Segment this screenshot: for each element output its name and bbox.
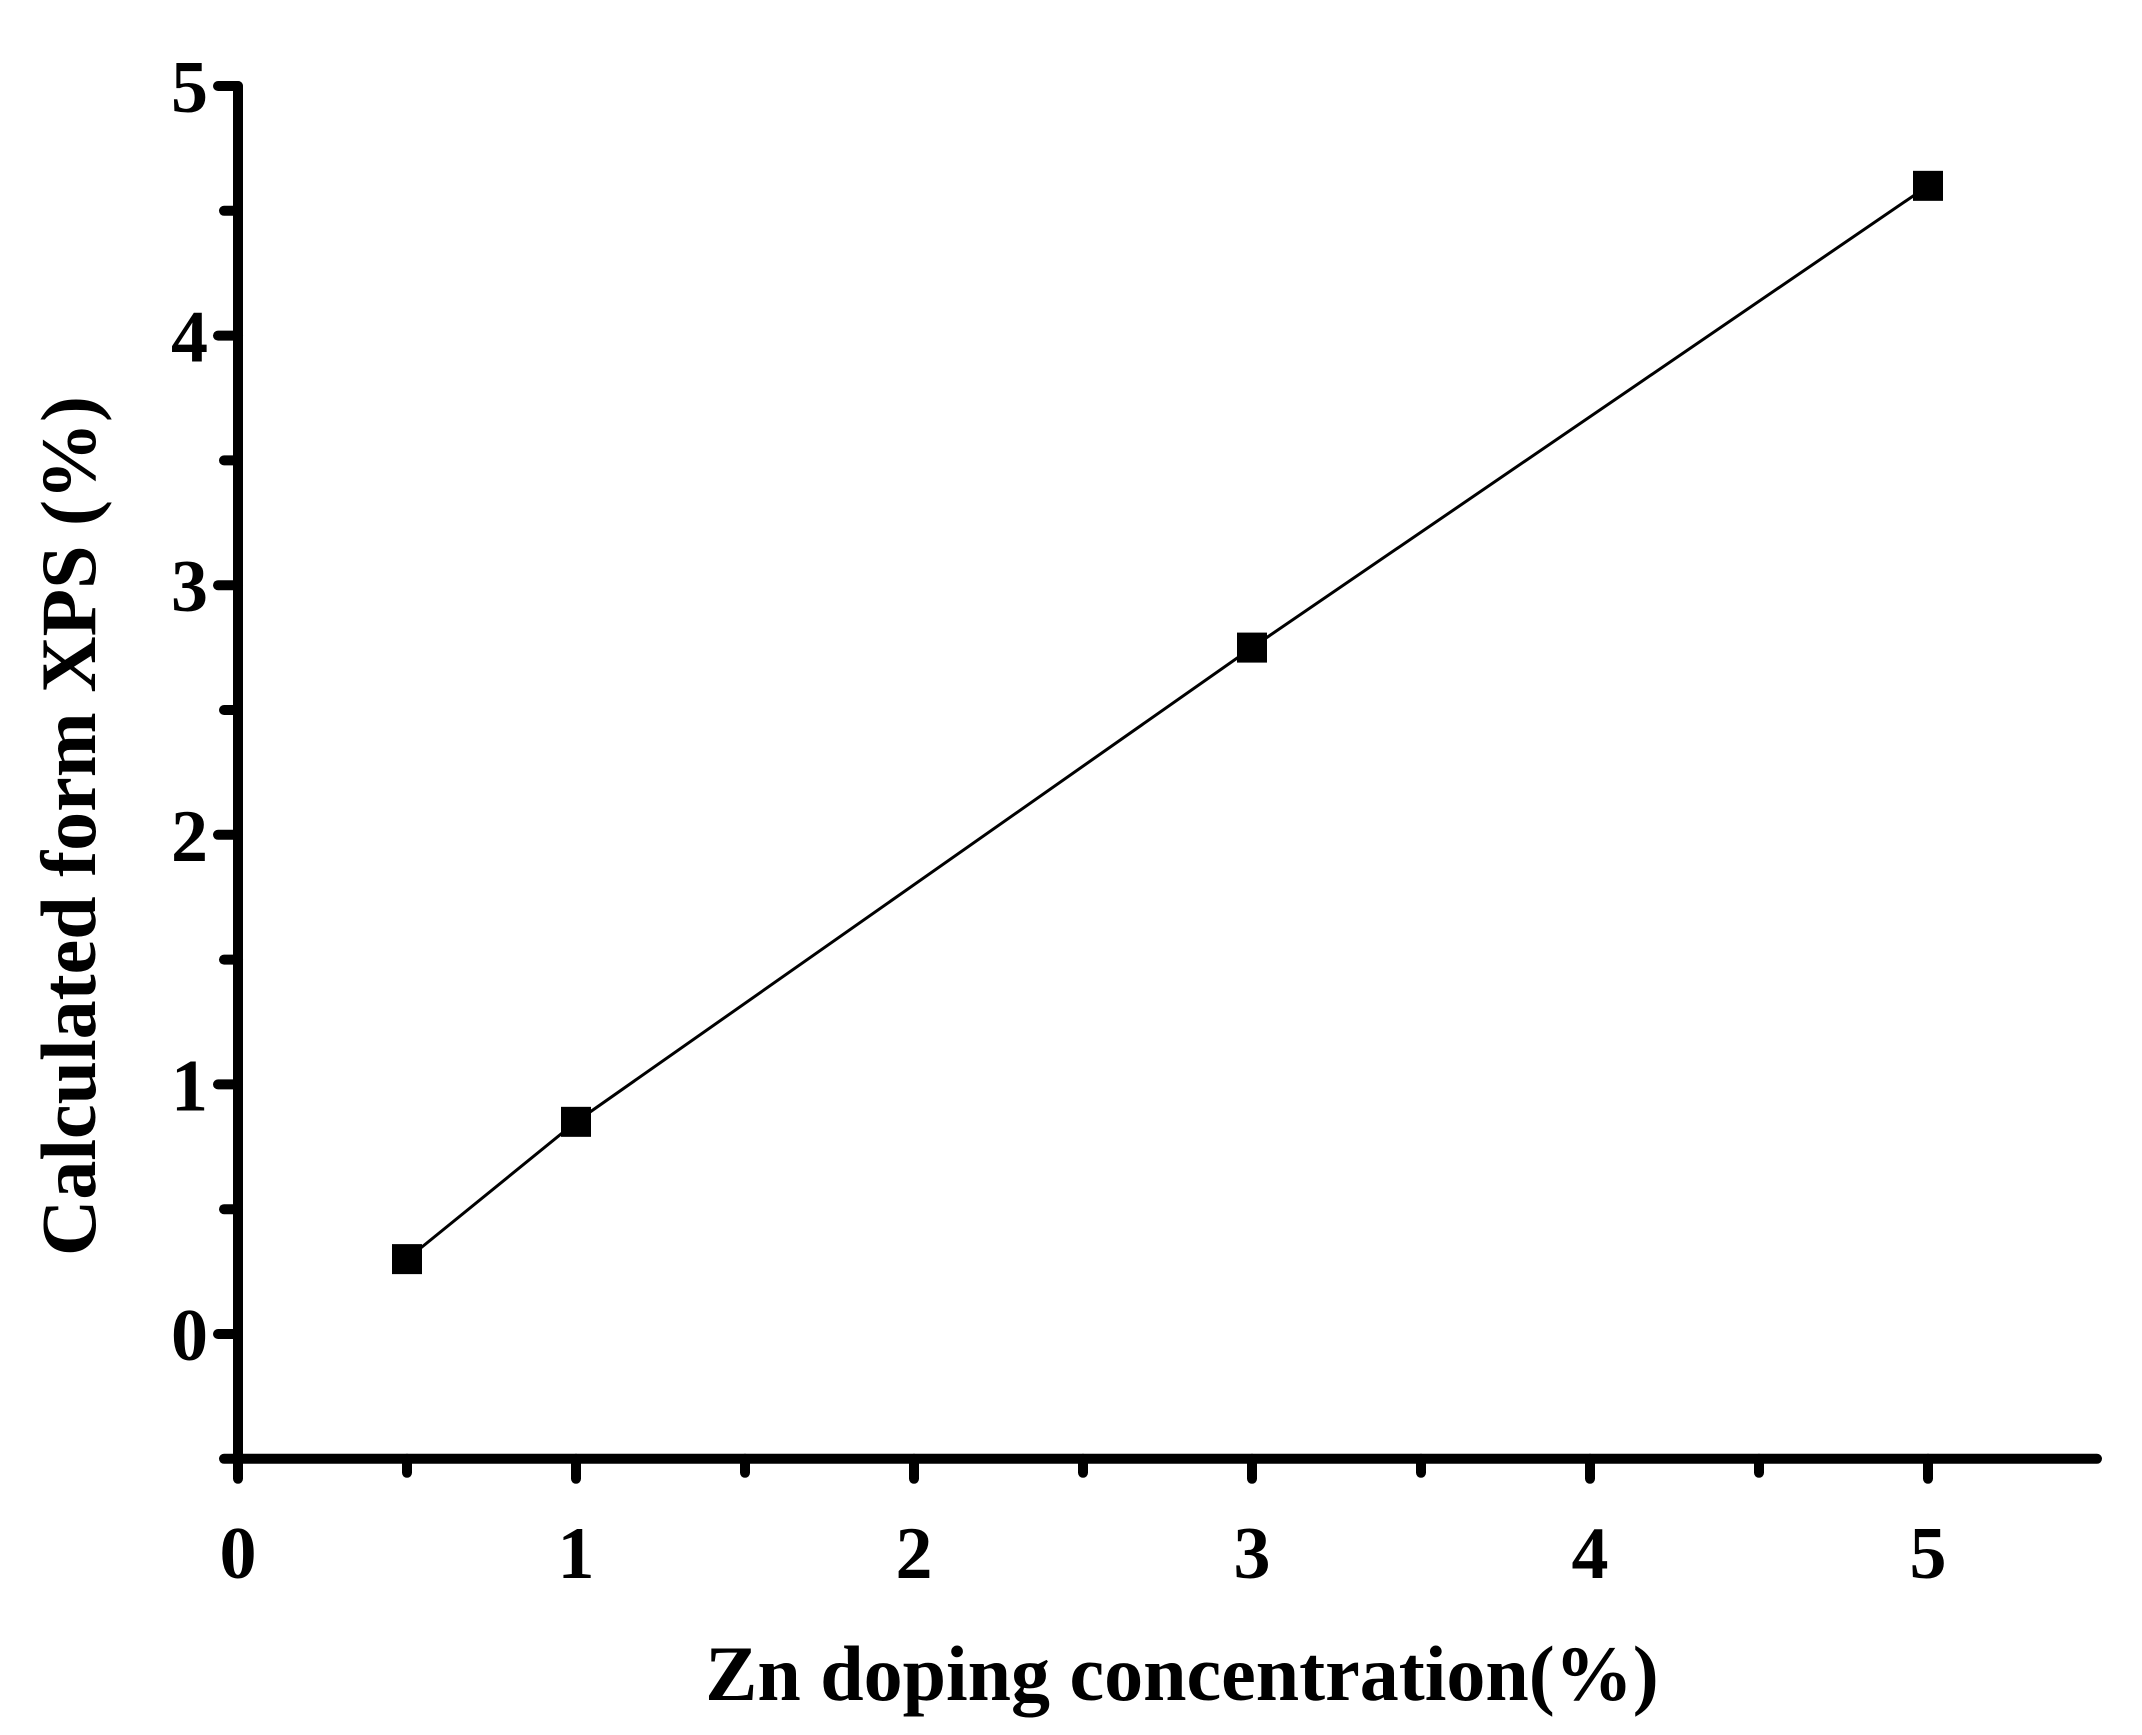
- x-tick-label: 0: [220, 1513, 257, 1595]
- x-axis-title: Zn doping concentration(%): [705, 1630, 1658, 1717]
- data-point-marker: [561, 1106, 591, 1137]
- y-tick-label: 3: [171, 546, 208, 628]
- data-point-marker: [1237, 632, 1267, 663]
- y-tick-label: 0: [171, 1295, 208, 1377]
- y-tick-label: 4: [171, 297, 208, 379]
- y-tick-label: 1: [171, 1045, 208, 1127]
- x-tick-label: 4: [1572, 1513, 1609, 1595]
- y-tick-label: 5: [171, 47, 208, 129]
- series-line: [406, 184, 1929, 1261]
- y-axis-title: Calculated form XPS (%): [25, 396, 112, 1256]
- data-point-marker: [1913, 170, 1943, 201]
- x-tick-label: 2: [896, 1513, 933, 1595]
- x-tick-label: 3: [1234, 1513, 1271, 1595]
- x-tick-label: 1: [558, 1513, 595, 1595]
- data-series: [392, 170, 1943, 1275]
- axes: 0 1 2 3 4 5 0 1 2 3 4 5: [171, 47, 2102, 1595]
- data-point-marker: [392, 1244, 422, 1275]
- y-tick-label: 2: [171, 796, 208, 878]
- x-tick-label: 5: [1910, 1513, 1947, 1595]
